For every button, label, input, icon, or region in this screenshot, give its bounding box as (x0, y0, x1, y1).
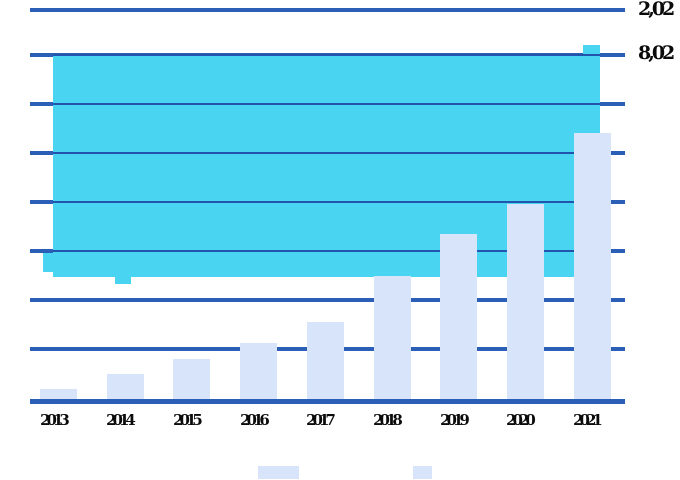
bar-2018 (374, 276, 411, 401)
x-tick-label-2013: 2013 (40, 411, 70, 429)
x-tick-label-2021: 2021 (573, 411, 603, 429)
bar-2013 (40, 389, 77, 401)
bar-2016 (240, 343, 277, 401)
area-artifact-left-notch (43, 253, 61, 272)
x-tick-label-2014: 2014 (106, 411, 136, 429)
bar-2015 (173, 359, 210, 401)
gridline (30, 298, 625, 302)
bar-2017 (307, 322, 344, 401)
bar-2019 (440, 234, 477, 401)
gridline-overlay (53, 250, 600, 252)
x-tick-label-2016: 2016 (240, 411, 270, 429)
x-axis-line (30, 399, 625, 404)
gridline-overlay (53, 152, 600, 154)
legend-swatch (413, 466, 432, 479)
legend-swatch (258, 466, 299, 479)
bar-2014 (107, 374, 144, 401)
y-axis-tick-label-top: 2,02 (638, 0, 675, 20)
y-axis-tick-label-second: 8,02 (638, 42, 675, 64)
x-tick-label-2019: 2019 (440, 411, 470, 429)
x-tick-label-2017: 2017 (306, 411, 336, 429)
bar-2020 (507, 204, 544, 401)
area-artifact-bottom-tab (115, 277, 131, 284)
bar-2021 (574, 133, 611, 401)
gridline-overlay (53, 201, 600, 203)
x-tick-label-2018: 2018 (373, 411, 403, 429)
x-tick-label-2020: 2020 (506, 411, 536, 429)
gridline-overlay (53, 54, 600, 56)
gridline-overlay (53, 103, 600, 105)
x-tick-label-2015: 2015 (173, 411, 203, 429)
gridline (30, 8, 625, 12)
